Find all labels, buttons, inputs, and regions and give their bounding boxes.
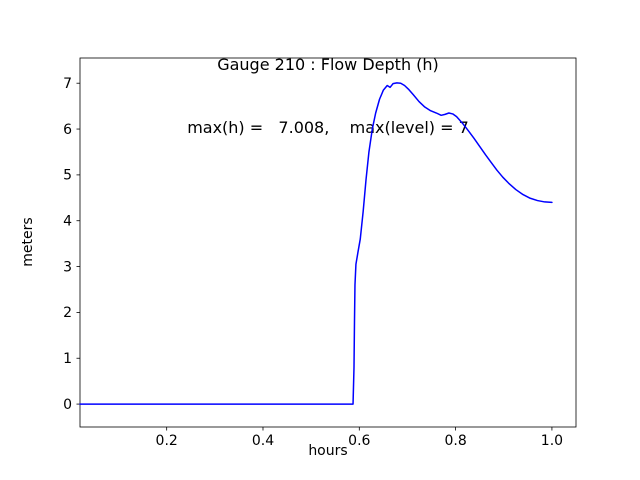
flow-depth-line — [79, 82, 553, 405]
y-tick-label: 5 — [63, 168, 72, 184]
x-tick-label: 0.2 — [156, 433, 178, 449]
y-tick-label: 7 — [63, 76, 72, 92]
y-tick-label: 6 — [63, 122, 72, 138]
axes-frame — [79, 57, 577, 428]
y-tick-label: 2 — [63, 305, 72, 321]
y-tick-label: 4 — [63, 214, 72, 230]
x-tick-label: 1.0 — [541, 433, 563, 449]
y-tick-label: 1 — [63, 351, 72, 367]
y-axis-label: meters — [20, 217, 36, 267]
title-block: Gauge 210 : Flow Depth (h) max(h) = 7.00… — [80, 12, 576, 180]
chart-subtitle: max(h) = 7.008, max(level) = 7 — [187, 118, 469, 137]
chart-title: Gauge 210 : Flow Depth (h) — [217, 55, 439, 74]
y-tick-label: 3 — [63, 259, 72, 275]
x-axis-label: hours — [308, 443, 348, 459]
y-tick-label: 0 — [63, 397, 72, 413]
x-tick-label: 0.6 — [348, 433, 370, 449]
x-tick-label: 0.4 — [252, 433, 274, 449]
x-tick-label: 0.8 — [444, 433, 466, 449]
